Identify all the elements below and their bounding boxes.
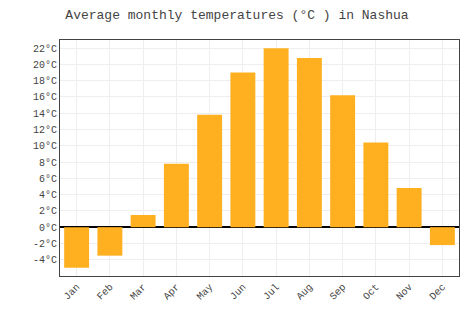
svg-text:10°C: 10°C [33, 141, 57, 152]
svg-text:Jul: Jul [261, 282, 282, 303]
svg-text:0°C: 0°C [39, 223, 57, 234]
svg-text:6°C: 6°C [39, 174, 57, 185]
svg-text:Mar: Mar [128, 282, 149, 303]
svg-text:Aug: Aug [295, 282, 316, 303]
svg-text:12°C: 12°C [33, 125, 57, 136]
svg-text:4°C: 4°C [39, 190, 57, 201]
svg-text:Apr: Apr [162, 282, 183, 303]
svg-text:-2°C: -2°C [33, 239, 57, 250]
svg-text:8°C: 8°C [39, 158, 57, 169]
svg-text:May: May [195, 282, 216, 303]
svg-text:Average monthly temperatures (: Average monthly temperatures (°C ) in Na… [65, 8, 408, 23]
svg-text:2°C: 2°C [39, 206, 57, 217]
svg-text:Feb: Feb [95, 282, 116, 303]
svg-text:16°C: 16°C [33, 92, 57, 103]
svg-text:Jun: Jun [228, 282, 249, 303]
svg-text:-4°C: -4°C [33, 255, 57, 266]
svg-text:Dec: Dec [428, 282, 449, 303]
svg-text:14°C: 14°C [33, 109, 57, 120]
svg-text:Jan: Jan [62, 282, 83, 303]
svg-text:Sep: Sep [328, 282, 349, 303]
svg-text:18°C: 18°C [33, 76, 57, 87]
svg-text:22°C: 22°C [33, 44, 57, 55]
svg-text:20°C: 20°C [33, 60, 57, 71]
svg-text:Nov: Nov [394, 282, 415, 303]
svg-text:Oct: Oct [361, 282, 382, 303]
